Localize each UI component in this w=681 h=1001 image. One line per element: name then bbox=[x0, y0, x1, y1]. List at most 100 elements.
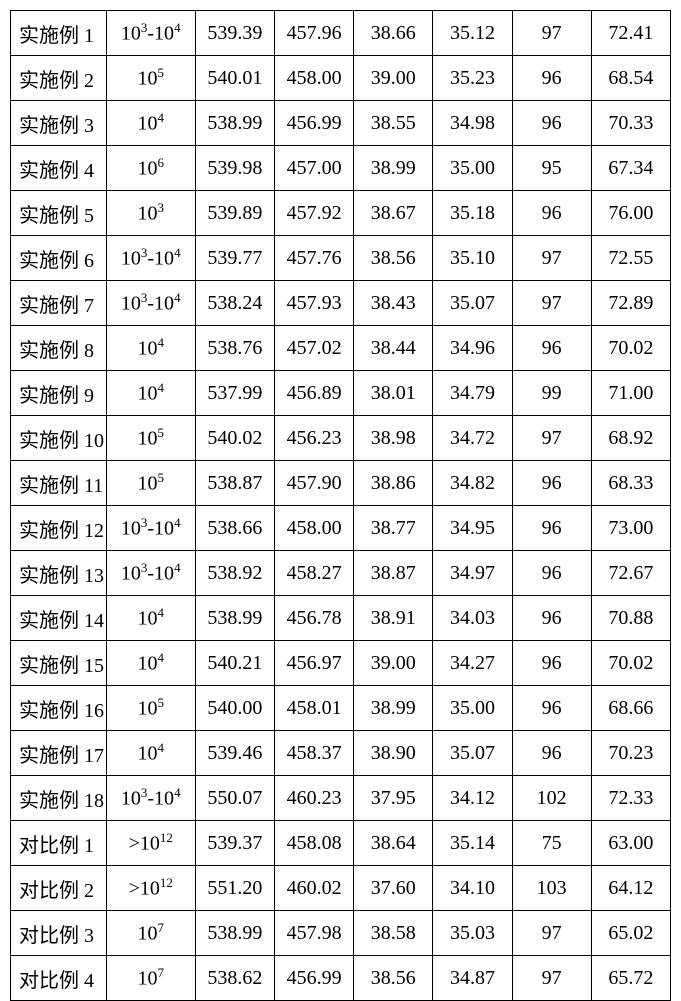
cell-c7: 73.00 bbox=[591, 506, 670, 551]
cell-c5: 35.23 bbox=[433, 56, 512, 101]
cell-c6: 96 bbox=[512, 101, 591, 146]
row-label: 实施例 11 bbox=[11, 461, 107, 506]
cell-c2: 551.20 bbox=[195, 866, 274, 911]
cell-c6: 96 bbox=[512, 56, 591, 101]
cell-c6: 96 bbox=[512, 641, 591, 686]
cell-c1: 107 bbox=[106, 911, 195, 956]
cell-c6: 97 bbox=[512, 281, 591, 326]
cell-c5: 35.10 bbox=[433, 236, 512, 281]
cell-c3: 457.92 bbox=[274, 191, 353, 236]
row-label: 实施例 5 bbox=[11, 191, 107, 236]
cell-c1: 103-104 bbox=[106, 506, 195, 551]
cell-c7: 70.88 bbox=[591, 596, 670, 641]
cell-c2: 538.66 bbox=[195, 506, 274, 551]
cell-c4: 38.90 bbox=[354, 731, 433, 776]
page: 实施例 1103-104539.39457.9638.6635.129772.4… bbox=[0, 0, 681, 1000]
table-row: 实施例 2105540.01458.0039.0035.239668.54 bbox=[11, 56, 671, 101]
row-label: 实施例 17 bbox=[11, 731, 107, 776]
cell-c1: 104 bbox=[106, 326, 195, 371]
cell-c2: 537.99 bbox=[195, 371, 274, 416]
cell-c3: 456.89 bbox=[274, 371, 353, 416]
row-label: 实施例 16 bbox=[11, 686, 107, 731]
cell-c5: 34.95 bbox=[433, 506, 512, 551]
cell-c4: 38.55 bbox=[354, 101, 433, 146]
table-row: 实施例 5103539.89457.9238.6735.189676.00 bbox=[11, 191, 671, 236]
cell-c3: 458.27 bbox=[274, 551, 353, 596]
cell-c7: 72.41 bbox=[591, 11, 670, 56]
cell-c3: 458.37 bbox=[274, 731, 353, 776]
cell-c3: 456.23 bbox=[274, 416, 353, 461]
cell-c5: 35.14 bbox=[433, 821, 512, 866]
cell-c3: 456.97 bbox=[274, 641, 353, 686]
cell-c7: 70.02 bbox=[591, 641, 670, 686]
table-row: 实施例 1103-104539.39457.9638.6635.129772.4… bbox=[11, 11, 671, 56]
cell-c7: 72.33 bbox=[591, 776, 670, 821]
cell-c4: 38.56 bbox=[354, 236, 433, 281]
table-row: 实施例 8104538.76457.0238.4434.969670.02 bbox=[11, 326, 671, 371]
cell-c1: 104 bbox=[106, 596, 195, 641]
cell-c2: 540.02 bbox=[195, 416, 274, 461]
cell-c1: 106 bbox=[106, 146, 195, 191]
cell-c7: 68.92 bbox=[591, 416, 670, 461]
table-row: 对比例 1>1012539.37458.0838.6435.147563.00 bbox=[11, 821, 671, 866]
cell-c6: 97 bbox=[512, 11, 591, 56]
cell-c4: 38.01 bbox=[354, 371, 433, 416]
cell-c6: 96 bbox=[512, 191, 591, 236]
cell-c3: 457.96 bbox=[274, 11, 353, 56]
cell-c4: 38.87 bbox=[354, 551, 433, 596]
cell-c4: 38.43 bbox=[354, 281, 433, 326]
cell-c3: 456.99 bbox=[274, 101, 353, 146]
cell-c6: 97 bbox=[512, 416, 591, 461]
cell-c5: 35.03 bbox=[433, 911, 512, 956]
cell-c4: 38.64 bbox=[354, 821, 433, 866]
table-body: 实施例 1103-104539.39457.9638.6635.129772.4… bbox=[11, 11, 671, 1001]
cell-c3: 460.23 bbox=[274, 776, 353, 821]
cell-c4: 38.67 bbox=[354, 191, 433, 236]
cell-c5: 35.00 bbox=[433, 686, 512, 731]
cell-c4: 39.00 bbox=[354, 641, 433, 686]
row-label: 对比例 4 bbox=[11, 956, 107, 1001]
table-row: 实施例 9104537.99456.8938.0134.799971.00 bbox=[11, 371, 671, 416]
cell-c2: 539.98 bbox=[195, 146, 274, 191]
cell-c2: 539.46 bbox=[195, 731, 274, 776]
data-table: 实施例 1103-104539.39457.9638.6635.129772.4… bbox=[10, 10, 671, 1001]
cell-c5: 34.96 bbox=[433, 326, 512, 371]
cell-c5: 35.12 bbox=[433, 11, 512, 56]
cell-c5: 34.10 bbox=[433, 866, 512, 911]
table-row: 实施例 12103-104538.66458.0038.7734.959673.… bbox=[11, 506, 671, 551]
table-row: 实施例 11105538.87457.9038.8634.829668.33 bbox=[11, 461, 671, 506]
table-row: 实施例 15104540.21456.9739.0034.279670.02 bbox=[11, 641, 671, 686]
cell-c2: 538.24 bbox=[195, 281, 274, 326]
cell-c6: 97 bbox=[512, 956, 591, 1001]
cell-c5: 35.07 bbox=[433, 281, 512, 326]
cell-c7: 64.12 bbox=[591, 866, 670, 911]
cell-c6: 102 bbox=[512, 776, 591, 821]
cell-c5: 34.12 bbox=[433, 776, 512, 821]
row-label: 实施例 18 bbox=[11, 776, 107, 821]
table-row: 实施例 3104538.99456.9938.5534.989670.33 bbox=[11, 101, 671, 146]
row-label: 实施例 3 bbox=[11, 101, 107, 146]
cell-c7: 70.02 bbox=[591, 326, 670, 371]
cell-c5: 34.82 bbox=[433, 461, 512, 506]
table-row: 实施例 10105540.02456.2338.9834.729768.92 bbox=[11, 416, 671, 461]
cell-c2: 539.77 bbox=[195, 236, 274, 281]
cell-c1: 103-104 bbox=[106, 11, 195, 56]
cell-c1: 103-104 bbox=[106, 776, 195, 821]
cell-c4: 38.98 bbox=[354, 416, 433, 461]
cell-c5: 34.79 bbox=[433, 371, 512, 416]
row-label: 实施例 10 bbox=[11, 416, 107, 461]
cell-c6: 97 bbox=[512, 236, 591, 281]
cell-c1: 105 bbox=[106, 686, 195, 731]
cell-c7: 68.54 bbox=[591, 56, 670, 101]
row-label: 实施例 2 bbox=[11, 56, 107, 101]
cell-c1: 107 bbox=[106, 956, 195, 1001]
cell-c3: 460.02 bbox=[274, 866, 353, 911]
cell-c4: 39.00 bbox=[354, 56, 433, 101]
cell-c6: 99 bbox=[512, 371, 591, 416]
cell-c7: 67.34 bbox=[591, 146, 670, 191]
table-row: 对比例 2>1012551.20460.0237.6034.1010364.12 bbox=[11, 866, 671, 911]
cell-c6: 95 bbox=[512, 146, 591, 191]
table-row: 实施例 13103-104538.92458.2738.8734.979672.… bbox=[11, 551, 671, 596]
cell-c7: 72.89 bbox=[591, 281, 670, 326]
cell-c1: 103 bbox=[106, 191, 195, 236]
